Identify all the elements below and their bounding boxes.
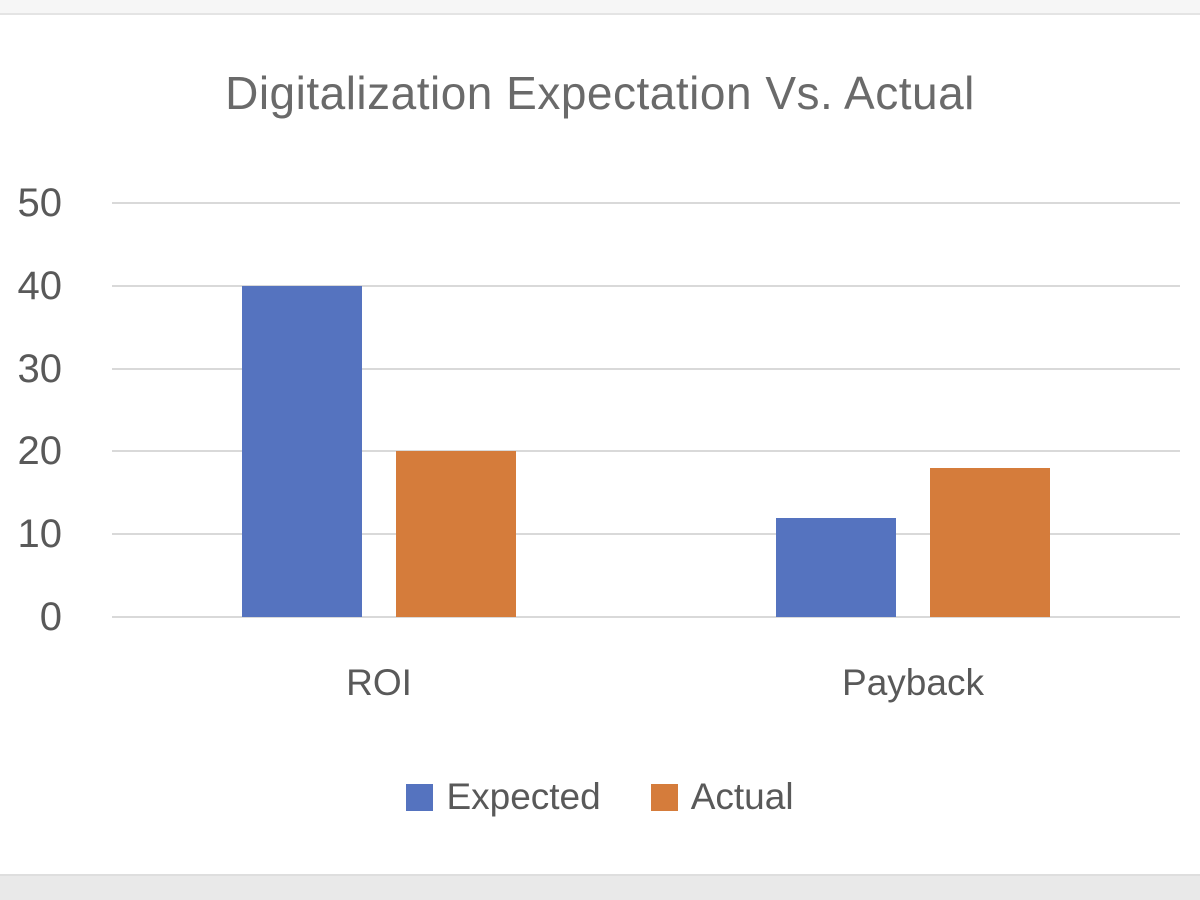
bar-expected-payback	[776, 517, 896, 617]
bar-actual-roi	[396, 451, 516, 617]
y-tick-label: 50	[17, 181, 63, 225]
legend-item-expected: Expected	[406, 776, 601, 818]
plot-area: 0 10 20 30 40 50 ROI Payback	[18, 181, 1180, 703]
legend-label-actual: Actual	[690, 776, 794, 817]
top-window-strip	[0, 0, 1200, 15]
bar-actual-payback	[930, 467, 1050, 617]
bar-expected-roi	[242, 285, 362, 617]
y-tick-label: 40	[17, 263, 63, 308]
legend-label-expected: Expected	[446, 776, 601, 817]
legend: Expected Actual	[0, 776, 1200, 818]
y-tick-label: 10	[17, 512, 63, 557]
gridline	[112, 367, 1180, 370]
category-label-payback: Payback	[842, 662, 984, 703]
y-tick-label: 0	[39, 595, 62, 639]
bottom-window-strip	[0, 874, 1200, 900]
chart-title: Digitalization Expectation Vs. Actual	[225, 67, 975, 119]
legend-swatch-expected	[406, 783, 434, 811]
legend-swatch-actual	[650, 783, 678, 811]
gridline	[112, 450, 1180, 453]
gridline	[112, 533, 1180, 536]
gridline	[112, 202, 1180, 204]
category-label-roi: ROI	[346, 662, 412, 703]
legend-item-actual: Actual	[650, 776, 794, 818]
y-tick-label: 20	[17, 429, 63, 474]
gridline	[112, 284, 1180, 287]
gridline	[112, 616, 1180, 618]
y-tick-label: 30	[17, 346, 63, 391]
